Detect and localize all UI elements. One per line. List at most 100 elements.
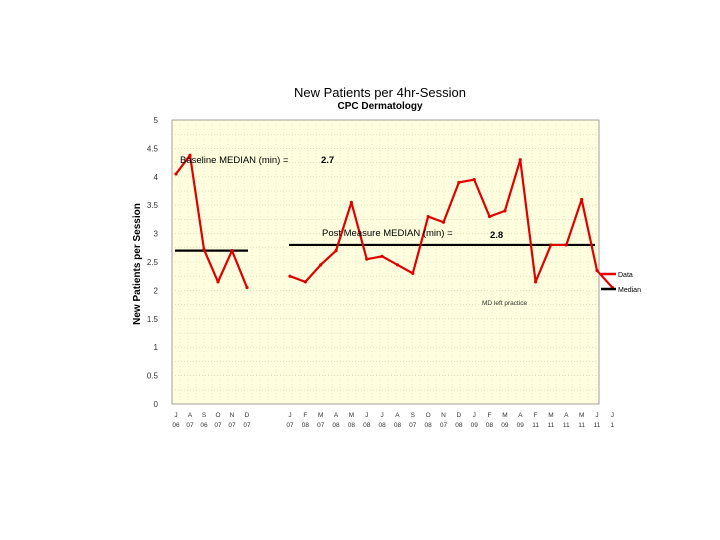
x-tick-month: J xyxy=(380,412,383,419)
baseline-point xyxy=(245,285,249,290)
x-tick-year: 07 xyxy=(243,422,251,429)
x-tick-month: J xyxy=(288,412,291,419)
post-point xyxy=(549,243,553,247)
x-tick-year: 08 xyxy=(332,422,340,429)
x-tick-month: S xyxy=(411,412,416,419)
post-point xyxy=(319,263,323,267)
y-tick-label: 0 xyxy=(154,400,159,409)
y-tick-label: 0.5 xyxy=(147,372,159,381)
post-point xyxy=(288,274,292,278)
x-tick-month: M xyxy=(502,412,507,419)
x-tick-month: J xyxy=(473,412,476,419)
x-tick-month: O xyxy=(426,412,431,419)
post-point xyxy=(426,214,430,219)
post-point xyxy=(457,180,461,185)
y-tick-label: 5 xyxy=(154,116,159,125)
x-tick-year: 1 xyxy=(611,422,615,429)
post-point xyxy=(595,268,599,273)
post-point xyxy=(503,209,507,213)
y-tick-label: 1 xyxy=(154,343,159,352)
baseline-median-value: 2.7 xyxy=(321,155,334,166)
x-tick-year: 06 xyxy=(172,422,180,429)
x-tick-year: 07 xyxy=(228,422,236,429)
y-tick-label: 3.5 xyxy=(147,201,159,210)
x-tick-month: D xyxy=(245,412,250,419)
x-tick-year: 11 xyxy=(563,422,570,429)
post-point xyxy=(580,197,584,202)
post-point xyxy=(380,254,384,258)
y-tick-label: 4 xyxy=(154,173,159,182)
x-tick-year: 09 xyxy=(471,422,479,429)
y-tick-label: 1.5 xyxy=(147,315,159,324)
x-tick-year: 08 xyxy=(425,422,433,429)
x-tick-month: F xyxy=(488,412,492,419)
post-median-value: 2.8 xyxy=(490,230,503,241)
post-point xyxy=(303,280,307,284)
x-tick-year: 07 xyxy=(409,422,417,429)
x-tick-month: A xyxy=(334,412,339,419)
x-tick-year: 08 xyxy=(394,422,402,429)
x-tick-year: 07 xyxy=(317,422,325,429)
x-tick-year: 07 xyxy=(214,422,222,429)
md-left-annotation: MD left practice xyxy=(482,300,528,307)
legend-data-label: Data xyxy=(618,272,633,279)
x-tick-month: A xyxy=(395,412,400,419)
post-point xyxy=(411,271,415,275)
y-tick-label: 4.5 xyxy=(147,144,159,153)
x-tick-year: 09 xyxy=(501,422,509,429)
baseline-point xyxy=(230,249,234,253)
x-tick-year: 07 xyxy=(440,422,448,429)
grid xyxy=(172,120,599,404)
x-tick-year: 07 xyxy=(286,422,294,429)
x-tick-year: 11 xyxy=(548,422,555,429)
x-tick-year: 08 xyxy=(302,422,310,429)
y-tick-label: 2.5 xyxy=(147,258,159,267)
x-tick-year: 11 xyxy=(594,422,601,429)
post-point xyxy=(365,257,369,261)
chart-title: New Patients per 4hr-Session xyxy=(294,85,466,100)
data-series xyxy=(174,153,614,290)
y-ticks: 0 0.5 1 1.5 2 2.5 3 3.5 4 4.5 5 xyxy=(147,116,159,409)
x-tick-year: 06 xyxy=(200,422,208,429)
x-tick-year: 08 xyxy=(455,422,463,429)
post-point xyxy=(487,214,492,219)
x-tick-year: 08 xyxy=(486,422,494,429)
x-tick-month: J xyxy=(595,412,598,419)
post-point xyxy=(441,220,446,224)
post-point xyxy=(395,263,400,267)
x-tick-month: N xyxy=(441,412,446,419)
x-tick-year: 11 xyxy=(578,422,585,429)
y-axis-label: New Patients per Session xyxy=(132,203,143,325)
x-tick-year: 08 xyxy=(348,422,356,429)
x-tick-month: M xyxy=(579,412,584,419)
x-tick-year: 08 xyxy=(363,422,371,429)
median-lines xyxy=(175,243,595,252)
x-tick-year: 08 xyxy=(378,422,386,429)
post-point xyxy=(564,243,568,247)
x-tick-month: J xyxy=(365,412,368,419)
legend: Data Median xyxy=(601,272,641,294)
x-tick-month: S xyxy=(202,412,207,419)
x-tick-month: J xyxy=(611,412,614,419)
x-tick-month: N xyxy=(230,412,235,419)
x-tick-month: J xyxy=(174,412,177,419)
baseline-point xyxy=(174,172,178,176)
post-point xyxy=(349,200,353,204)
post-point xyxy=(534,280,538,284)
post-point xyxy=(334,249,338,253)
legend-median-label: Median xyxy=(618,287,641,294)
x-tick-month: M xyxy=(318,412,323,419)
baseline-point xyxy=(216,280,220,284)
x-tick-month: M xyxy=(349,412,354,419)
x-tick-month: F xyxy=(534,412,538,419)
x-tick-year: 07 xyxy=(186,422,194,429)
y-tick-label: 2 xyxy=(154,286,159,295)
x-tick-month: M xyxy=(548,412,553,419)
x-tick-month: A xyxy=(564,412,569,419)
baseline-line xyxy=(175,154,249,288)
x-tick-month: F xyxy=(303,412,307,419)
y-tick-label: 3 xyxy=(154,230,159,239)
x-ticks: J 06 A 07 S 06 O 07 N 07 D 07 J 07 F 08 M 07 A 08 M 08 J 08 J 08 A… xyxy=(172,412,614,429)
x-tick-month: A xyxy=(188,412,193,419)
